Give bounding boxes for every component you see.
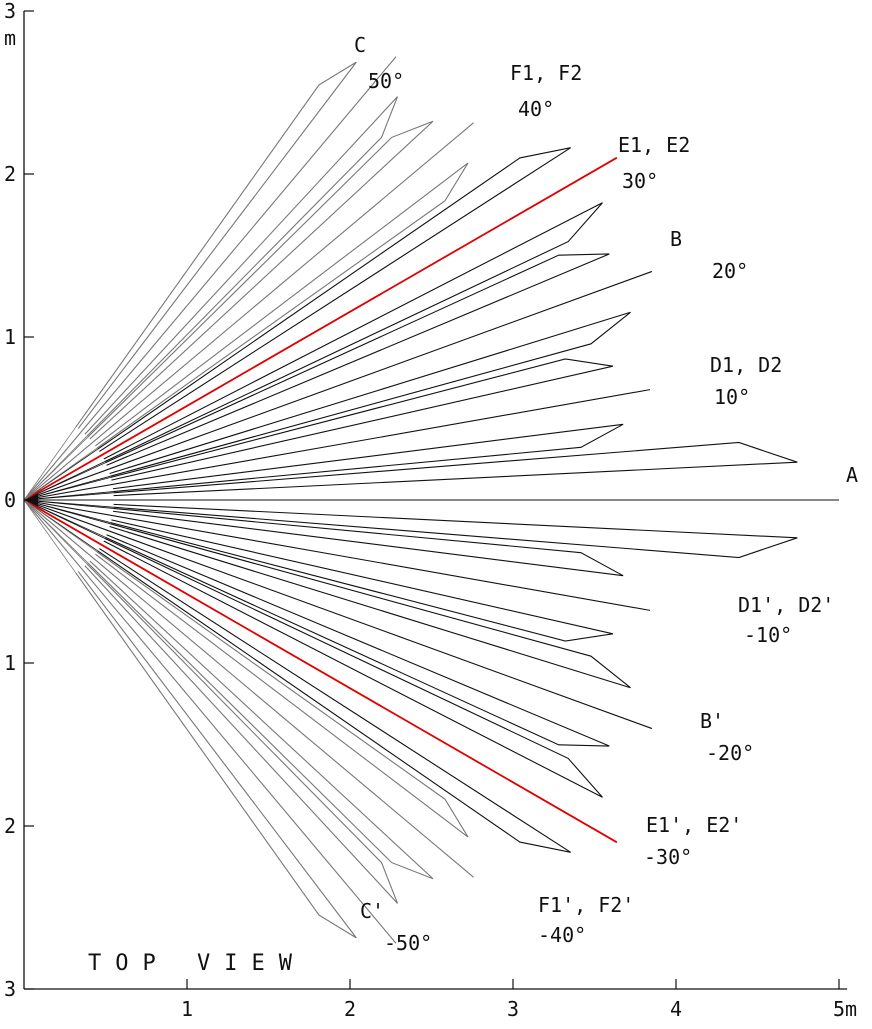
y-tick-label-0: 3 — [4, 0, 16, 23]
beam-axis-2 — [23, 270, 653, 501]
beam-wedge-2-a — [109, 311, 631, 477]
beam-label-2-line-1: 20° — [712, 259, 748, 283]
beam-root-3-a — [23, 461, 106, 501]
beam-root-6-b — [23, 499, 114, 509]
beam-wedge-9-a — [87, 560, 434, 880]
beam-axis-3 — [23, 156, 618, 501]
beam-root-4-a — [23, 447, 98, 501]
diagram-title: TOP VIEW — [88, 951, 306, 976]
beam-axis-7 — [23, 499, 653, 730]
beam-label-0-line-0: A — [846, 463, 858, 487]
beam-axis-6 — [23, 499, 651, 611]
beam-root-1-a — [23, 491, 114, 501]
y-tick-label-6: 3 — [4, 977, 16, 1001]
beam-wedge-10-b — [84, 563, 399, 904]
beam-wedge-1-a — [112, 423, 624, 493]
x-tick-label-1: 2 — [344, 997, 356, 1021]
beam-label-10-line-1: -50° — [384, 931, 432, 955]
beam-wedge-5-a — [84, 96, 399, 437]
beam-wedge-1-b — [110, 358, 614, 481]
y-tick-label-4: 1 — [4, 651, 16, 675]
y-tick-label-5: 2 — [4, 814, 16, 838]
beam-wedge-9-b — [95, 551, 469, 838]
beam-wedge-3-b — [97, 147, 571, 452]
beam-axis-8 — [23, 499, 618, 844]
y-tick-label-1: 2 — [4, 162, 16, 186]
y-tick-label-3: 0 — [4, 488, 16, 512]
beam-label-5-line-1: 50° — [368, 69, 404, 93]
beam-wedge-4-a — [95, 162, 469, 449]
x-tick-label-4: 5m — [833, 997, 857, 1021]
beam-root-7-b — [23, 499, 111, 525]
beam-label-1-line-0: D1, D2 — [710, 353, 782, 377]
beam-label-10-line-0: C' — [360, 899, 384, 923]
beam-wedge-0-a — [113, 503, 798, 559]
beam-label-7-line-1: -20° — [706, 741, 754, 765]
beam-wedges — [23, 56, 839, 944]
x-tick-label-2: 3 — [507, 997, 519, 1021]
beam-root-8-b — [23, 499, 106, 539]
y-unit-label: m — [4, 26, 16, 50]
beam-label-3-line-1: 30° — [622, 169, 658, 193]
beam-wedge-3-a — [103, 202, 603, 463]
beam-root-10-a — [23, 499, 77, 574]
beam-axis-1 — [23, 389, 651, 501]
beam-wedge-8-a — [97, 548, 571, 853]
beam-wedge-7-b — [109, 523, 631, 689]
beam-wedge-4-b — [87, 120, 434, 440]
beam-label-4-line-1: 40° — [518, 97, 554, 121]
beam-wedge-8-b — [103, 537, 603, 798]
beam-label-8-line-0: E1', E2' — [646, 813, 742, 837]
beam-wedge-10-a — [75, 571, 357, 939]
beam-wedge-6-b — [112, 507, 624, 577]
x-tick-label-3: 4 — [670, 997, 682, 1021]
beam-label-4-line-0: F1, F2 — [510, 61, 582, 85]
beam-axis-9 — [23, 499, 474, 878]
beam-wedge-7-a — [105, 534, 610, 747]
beam-axis-4 — [23, 122, 474, 501]
y-tick-label-2: 1 — [4, 325, 16, 349]
beam-label-2-line-0: B — [670, 227, 682, 251]
x-tick-label-0: 1 — [181, 997, 193, 1021]
beam-label-6-line-1: -10° — [744, 623, 792, 647]
axes: 3 m 2 1 0 1 2 3 1 2 3 4 5m — [4, 0, 857, 1021]
beam-root-5-a — [23, 435, 88, 501]
beam-root-10-b — [23, 499, 88, 565]
beam-wedge-5-b — [75, 61, 357, 429]
beam-label-9-line-1: -40° — [538, 923, 586, 947]
beam-root-9-b — [23, 499, 98, 553]
beam-label-3-line-0: E1, E2 — [618, 133, 690, 157]
beam-label-5-line-0: C — [354, 33, 366, 57]
beam-label-9-line-0: F1', F2' — [538, 893, 634, 917]
beam-label-8-line-1: -30° — [644, 845, 692, 869]
beam-label-7-line-0: B' — [700, 709, 724, 733]
beam-wedge-6-a — [110, 519, 614, 642]
beam-wedge-0-b — [113, 441, 798, 497]
beam-label-6-line-0: D1', D2' — [738, 593, 834, 617]
beam-labels: A D1, D2 10° B 20° E1, E2 30° F1, F2 40° C50° D1',… — [354, 33, 858, 955]
beam-wedge-2-b — [105, 253, 610, 466]
beam-axis-10 — [23, 499, 397, 944]
beam-root-5-b — [23, 426, 77, 501]
beam-label-1-line-1: 10° — [714, 385, 750, 409]
beam-root-2-a — [23, 475, 111, 501]
beam-axis-5 — [23, 56, 397, 501]
